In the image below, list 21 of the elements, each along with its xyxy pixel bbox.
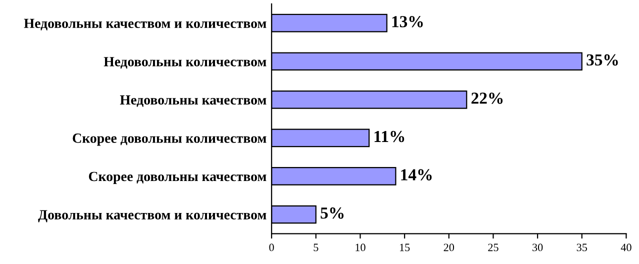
x-tick-label: 30 [532,244,543,252]
y-tick-label: Недовольны качеством [120,95,266,107]
x-tick-label: 40 [620,244,632,252]
x-tick-label: 20 [444,244,454,252]
y-tick-label: Недовольны качеством и количеством [24,18,266,30]
y-tick-label: Недовольны количеством [104,57,266,69]
y-tick-label: Скорее довольны качеством [88,172,266,184]
data-label: 13% [392,16,423,28]
y-tick-label: Довольны качеством и количеством [38,210,266,222]
data-label: 11% [374,130,404,142]
data-label: 14% [401,169,432,180]
data-label: 35% [586,54,618,66]
data-label: 22% [471,92,503,104]
y-tick-label: Скорее довольны количеством [72,134,266,146]
data-label: 5% [320,207,344,219]
x-tick-label: 5 [314,244,318,252]
x-tick-label: 25 [488,244,498,252]
x-tick-label: 10 [356,244,366,252]
x-tick-label: 0 [269,244,274,252]
x-tick-label: 15 [400,244,410,252]
x-tick-label: 35 [576,244,588,252]
